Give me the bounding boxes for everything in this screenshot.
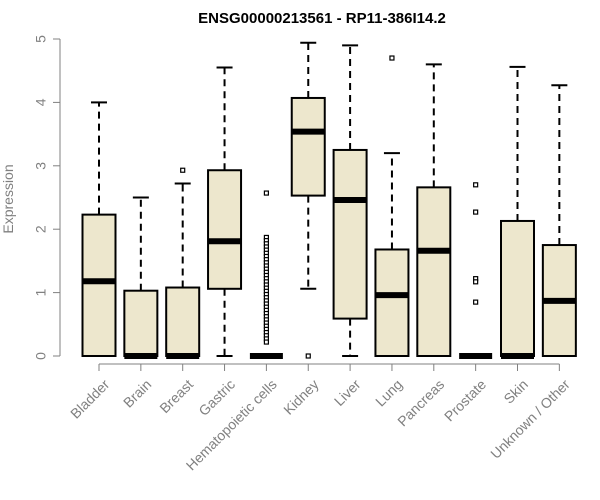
y-tick-label: 5 bbox=[33, 35, 49, 43]
outlier-point bbox=[473, 182, 479, 188]
y-tick-label: 2 bbox=[33, 225, 49, 233]
box-breast bbox=[165, 167, 201, 359]
outlier-point bbox=[473, 209, 479, 215]
box-iqr bbox=[374, 248, 410, 358]
box-liver bbox=[332, 44, 368, 357]
y-tick-label: 0 bbox=[33, 352, 49, 360]
outlier-point bbox=[263, 190, 269, 196]
y-tick-label: 1 bbox=[33, 288, 49, 296]
box-unknown-other bbox=[541, 84, 577, 357]
y-tick-label: 3 bbox=[33, 162, 49, 170]
y-tick-label: 4 bbox=[33, 98, 49, 106]
box-iqr bbox=[332, 148, 368, 320]
box-iqr bbox=[165, 286, 201, 358]
x-tick-label: Breast bbox=[156, 376, 196, 416]
box-iqr bbox=[500, 219, 535, 357]
box-bladder bbox=[81, 101, 117, 357]
box-iqr bbox=[207, 169, 243, 290]
box-iqr bbox=[123, 289, 159, 357]
box-lung bbox=[374, 55, 410, 358]
box-iqr bbox=[290, 96, 326, 197]
x-tick-label: Pancreas bbox=[394, 376, 447, 429]
box-gastric bbox=[207, 66, 243, 357]
box-skin bbox=[500, 65, 535, 359]
boxes-group bbox=[81, 41, 577, 359]
box-iqr bbox=[81, 213, 117, 357]
box-prostate bbox=[459, 182, 493, 359]
outlier-point bbox=[473, 279, 479, 285]
outlier-point bbox=[263, 339, 269, 345]
outlier-point bbox=[389, 55, 395, 61]
box-iqr bbox=[416, 186, 452, 357]
y-axis: 0 1 2 3 4 5 bbox=[33, 35, 61, 360]
y-axis-label: Expression bbox=[0, 164, 16, 233]
x-tick-label: Bladder bbox=[67, 376, 113, 422]
outlier-point bbox=[473, 299, 479, 305]
x-tick-label: Unknown / Other bbox=[487, 376, 573, 462]
box-hematopoietic-cells bbox=[249, 190, 283, 359]
outlier-point bbox=[305, 353, 311, 359]
x-tick-label: Kidney bbox=[280, 376, 322, 418]
outlier-point bbox=[180, 167, 186, 173]
x-tick-label: Brain bbox=[120, 376, 154, 410]
box-brain bbox=[123, 196, 159, 359]
x-tick-label: Prostate bbox=[441, 376, 489, 424]
x-tick-label: Lung bbox=[372, 376, 405, 409]
x-tick-label: Skin bbox=[500, 376, 531, 407]
x-tick-label: Liver bbox=[331, 376, 364, 409]
chart-title: ENSG00000213561 - RP11-386I14.2 bbox=[198, 10, 446, 27]
box-pancreas bbox=[416, 63, 452, 357]
box-kidney bbox=[290, 41, 326, 359]
